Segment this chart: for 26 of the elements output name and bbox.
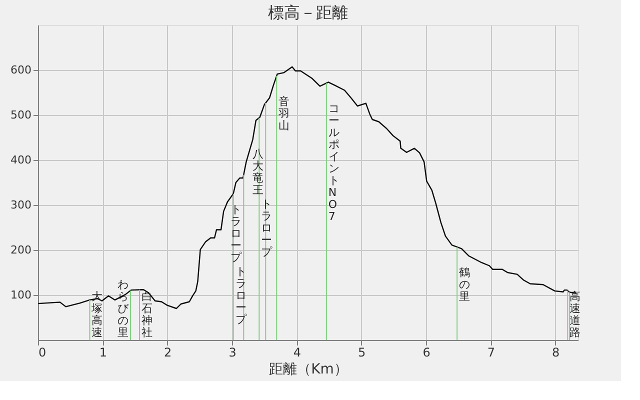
- y-tick-label: 300: [10, 198, 32, 212]
- ref-line-label: トラロープ: [230, 202, 243, 264]
- ref-line-label: 白石神社: [142, 290, 153, 339]
- x-tick-label: 3: [228, 346, 236, 360]
- x-tick-label: 7: [487, 346, 496, 360]
- y-tick-label: 600: [10, 64, 32, 76]
- y-tick-label: 400: [10, 154, 32, 166]
- ref-line-label: 高速道路: [570, 290, 581, 339]
- x-axis-title: 距離（Km）: [269, 362, 348, 378]
- ref-line-label: トラロープ: [261, 197, 274, 258]
- ref-line-label: 八大竜王: [252, 147, 264, 196]
- y-tick-label: 500: [10, 108, 32, 122]
- x-tick-label: 1: [99, 346, 107, 360]
- x-tick-label: 5: [358, 346, 366, 360]
- ref-line-label: トラロープ: [235, 264, 248, 326]
- y-tick-label: 100: [10, 288, 32, 302]
- x-tick-label: 2: [164, 346, 172, 360]
- x-tick-label: 6: [422, 346, 430, 360]
- x-tick-label: 0: [38, 346, 46, 360]
- y-tick-label: 200: [10, 244, 32, 256]
- ref-line-label: 音羽山: [278, 94, 290, 132]
- x-tick-label: 4: [293, 346, 302, 360]
- ref-line-label: 鶴の里: [459, 266, 470, 303]
- text: コールポイント NO7: [328, 102, 340, 224]
- x-tick-label: 8: [552, 346, 560, 360]
- chart-title: 標高－距離: [268, 3, 348, 22]
